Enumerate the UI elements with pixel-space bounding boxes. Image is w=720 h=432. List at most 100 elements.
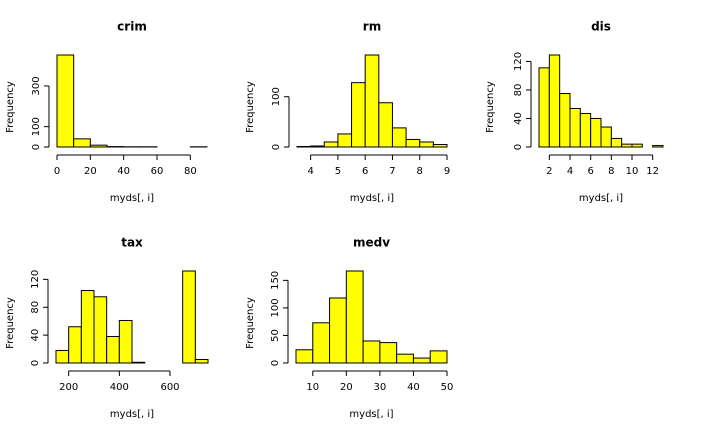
x-tick-label: 6: [587, 166, 593, 177]
bar: [106, 336, 120, 364]
x-tick-label: 80: [184, 166, 197, 177]
x-tick-label: 40: [117, 166, 130, 177]
x-tick-label: 9: [444, 166, 450, 177]
y-tick-label: 0: [30, 360, 41, 366]
bar: [337, 133, 353, 148]
bar: [538, 67, 550, 148]
x-tick-label: 20: [340, 382, 353, 393]
bar: [55, 349, 70, 364]
bar: [579, 112, 592, 148]
y-tick-label: 100: [270, 298, 281, 317]
bar: [194, 359, 209, 364]
y-tick-label: 120: [513, 52, 524, 71]
bar: [89, 144, 108, 148]
y-axis-label: Frequency: [485, 81, 496, 133]
bar: [329, 297, 347, 364]
bar: [118, 319, 133, 364]
y-tick-label: 0: [513, 144, 524, 150]
bar: [631, 143, 643, 148]
x-tick-label: 4: [567, 166, 573, 177]
bar: [345, 270, 364, 364]
x-axis-label: myds[, i]: [110, 409, 154, 420]
y-tick-label: 100: [31, 117, 42, 136]
bar: [590, 117, 602, 148]
bar: [600, 126, 612, 148]
bar: [312, 322, 331, 364]
x-tick-label: 8: [417, 166, 423, 177]
y-tick-label: 300: [31, 76, 42, 95]
bar: [296, 145, 312, 148]
bar: [548, 54, 561, 148]
bar: [429, 350, 448, 364]
x-tick-label: 4: [307, 166, 313, 177]
x-tick-label: 10: [626, 166, 639, 177]
bar: [80, 290, 95, 364]
bar: [405, 138, 421, 148]
y-tick-label: 100: [271, 87, 282, 106]
x-tick-label: 40: [407, 382, 420, 393]
bar: [131, 361, 146, 364]
y-tick-label: 80: [30, 301, 41, 314]
x-tick-label: 5: [335, 166, 341, 177]
x-tick-label: 12: [646, 166, 659, 177]
y-axis-label: Frequency: [245, 81, 256, 133]
y-tick-label: 120: [30, 270, 41, 289]
x-axis-label: myds[, i]: [579, 193, 623, 204]
panel-title: dis: [591, 20, 611, 34]
panel-title: rm: [363, 20, 381, 34]
panel-title: crim: [117, 20, 147, 34]
x-tick-label: 6: [362, 166, 368, 177]
x-tick-label: 8: [608, 166, 614, 177]
bar: [432, 143, 448, 148]
y-axis-label: Frequency: [5, 297, 16, 349]
bar: [68, 326, 82, 364]
y-tick-label: 40: [513, 112, 524, 125]
y-tick-label: 0: [271, 144, 282, 150]
bar: [362, 340, 381, 364]
x-tick-label: 600: [160, 382, 179, 393]
bar: [351, 82, 366, 148]
bar: [364, 54, 380, 148]
bar: [412, 357, 431, 364]
y-tick-label: 50: [270, 329, 281, 342]
x-tick-label: 7: [389, 166, 395, 177]
bar: [569, 107, 581, 148]
bar: [559, 93, 571, 148]
x-axis-label: myds[, i]: [350, 193, 394, 204]
bar: [295, 349, 314, 364]
x-tick-label: 10: [306, 382, 319, 393]
x-tick-label: 60: [151, 166, 164, 177]
bar: [396, 353, 414, 364]
x-axis-label: myds[, i]: [110, 193, 154, 204]
x-tick-label: 50: [441, 382, 454, 393]
bar: [56, 54, 75, 148]
y-tick-label: 40: [30, 329, 41, 342]
bar: [610, 137, 623, 148]
y-axis-label: Frequency: [5, 81, 16, 133]
x-tick-label: 30: [374, 382, 387, 393]
panel-title: medv: [353, 236, 390, 250]
y-axis-label: Frequency: [245, 297, 256, 349]
y-tick-label: 0: [270, 360, 281, 366]
bar: [73, 138, 91, 148]
bar: [93, 296, 108, 364]
bar: [419, 141, 434, 148]
x-tick-label: 20: [84, 166, 97, 177]
y-tick-label: 0: [31, 144, 42, 150]
bar: [310, 145, 325, 148]
y-tick-label: 80: [513, 84, 524, 97]
x-tick-label: 0: [54, 166, 60, 177]
bar: [379, 342, 398, 364]
bar: [182, 270, 196, 364]
x-axis-label: myds[, i]: [349, 409, 393, 420]
bar: [391, 127, 407, 148]
bar: [621, 143, 633, 148]
x-tick-label: 400: [110, 382, 129, 393]
x-tick-label: 2: [546, 166, 552, 177]
y-tick-label: 150: [270, 271, 281, 290]
bar: [323, 141, 339, 148]
bar: [652, 145, 664, 148]
bar: [378, 102, 393, 148]
panel-title: tax: [121, 236, 143, 250]
